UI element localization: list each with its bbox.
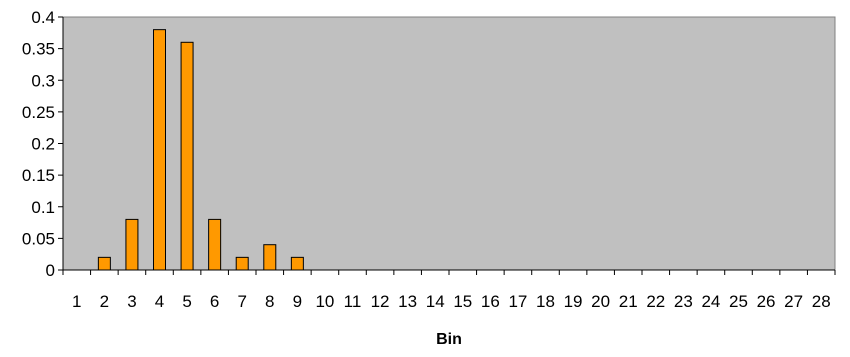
bar-bin-6 — [208, 218, 222, 271]
y-tick-label: 0.1 — [31, 198, 55, 217]
x-tick-label: 11 — [344, 292, 362, 311]
y-tick-label: 0.35 — [22, 40, 55, 59]
y-tick-label: 0.2 — [31, 135, 55, 154]
y-tick-label: 0.05 — [22, 229, 55, 248]
x-tick-label: 21 — [619, 292, 638, 311]
x-tick-label: 2 — [100, 292, 109, 311]
x-axis-title: Bin — [436, 331, 462, 348]
x-tick-label: 9 — [293, 292, 302, 311]
x-tick-label: 10 — [315, 292, 334, 311]
plot-area — [62, 16, 836, 271]
x-tick-label: 27 — [784, 292, 803, 311]
y-tick-label: 0.3 — [31, 71, 55, 90]
x-tick-label: 16 — [481, 292, 500, 311]
x-tick-label: 28 — [812, 292, 831, 311]
x-tick-label: 17 — [508, 292, 527, 311]
x-tick-label: 25 — [729, 292, 748, 311]
x-tick-label: 19 — [564, 292, 583, 311]
bar-bin-7 — [235, 256, 249, 271]
x-tick-label: 20 — [591, 292, 610, 311]
x-tick-label: 8 — [265, 292, 274, 311]
bar-bin-9 — [290, 256, 304, 271]
x-tick-label: 6 — [210, 292, 219, 311]
x-axis-ticks: 1 2 3 4 5 6 7 8 9 10 11 12 13 14 15 16 17 18 19 20 21 22 23 24 2… — [62, 270, 836, 311]
bar-bin-3 — [125, 218, 139, 271]
x-tick-label: 13 — [398, 292, 417, 311]
x-tick-label: 5 — [182, 292, 191, 311]
x-tick-label: 24 — [701, 292, 720, 311]
x-tick-label: 26 — [757, 292, 776, 311]
bar-bin-4 — [153, 29, 166, 271]
y-tick-label: 0.25 — [22, 103, 55, 122]
bar-bin-5 — [180, 41, 194, 271]
x-tick-label: 18 — [536, 292, 555, 311]
x-tick-label: 23 — [674, 292, 693, 311]
x-tick-label: 1 — [72, 292, 81, 311]
x-tick-label: 3 — [127, 292, 136, 311]
x-tick-label: 22 — [646, 292, 665, 311]
bar-bin-8 — [263, 244, 277, 271]
y-tick-label: 0 — [46, 261, 55, 280]
bar-bin-2 — [97, 256, 111, 271]
x-tick-label: 7 — [237, 292, 246, 311]
x-tick-label: 12 — [371, 292, 390, 311]
y-axis-ticks: 0 0.05 0.1 0.15 0.2 0.25 0.3 0.35 0.4 — [22, 8, 63, 280]
x-tick-label: 14 — [426, 292, 445, 311]
y-tick-label: 0.4 — [31, 8, 55, 27]
bars-layer — [97, 29, 304, 271]
x-tick-label: 15 — [453, 292, 472, 311]
x-tick-label: 4 — [155, 292, 164, 311]
y-tick-label: 0.15 — [22, 166, 55, 185]
